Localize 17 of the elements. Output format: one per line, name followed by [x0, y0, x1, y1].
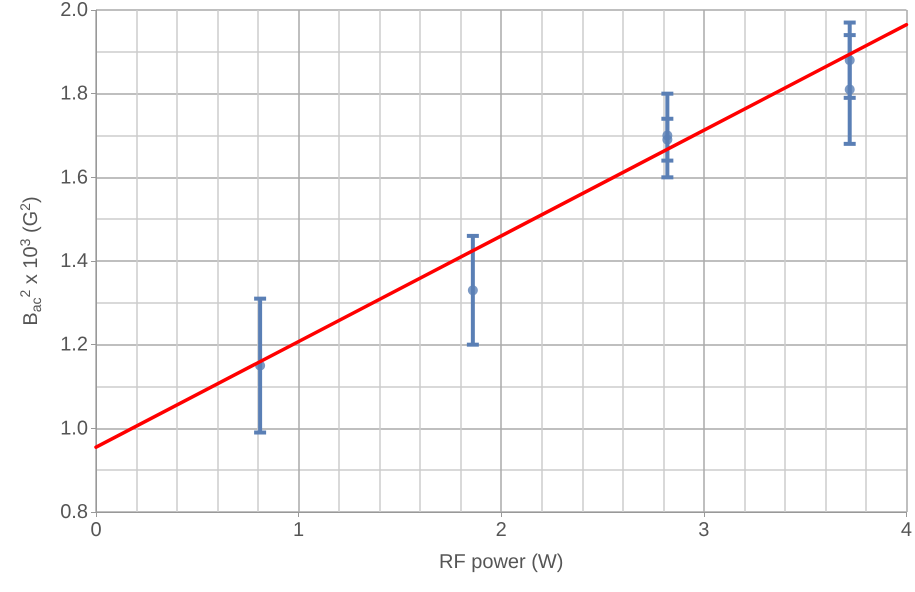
x-tick-label: 4	[900, 519, 912, 541]
x-tick-label: 3	[698, 519, 710, 541]
x-tick-label: 1	[293, 519, 304, 541]
y-tick-label: 1.4	[60, 250, 88, 272]
point	[662, 134, 672, 145]
point	[468, 285, 478, 296]
y-tick-label: 1.6	[60, 166, 88, 188]
x-tick-label: 2	[496, 519, 507, 541]
y-tick-label: 1.0	[60, 417, 88, 440]
y-tick-label: 1.2	[60, 334, 88, 356]
x-axis-title: RF power (W)	[438, 551, 564, 573]
x-tick-label: 0	[90, 519, 102, 541]
point	[844, 84, 855, 94]
y-tick-label: 0.8	[60, 501, 88, 523]
y-tick-label: 2.0	[60, 0, 88, 21]
y-tick-label: 1.8	[60, 82, 88, 105]
y-axis-title: Bac2 x 103 (G2)	[17, 196, 44, 326]
